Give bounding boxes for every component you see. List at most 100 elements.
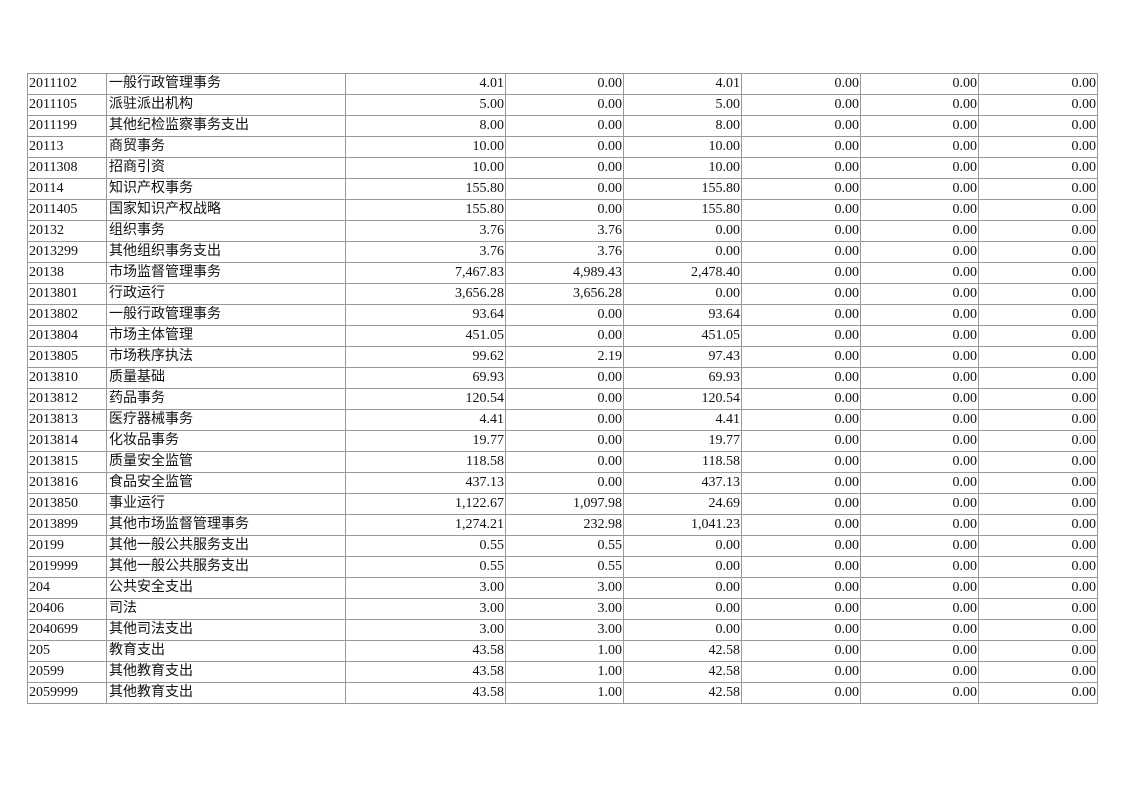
basic-cell: 0.00 [505, 325, 624, 347]
basic-cell: 1.00 [505, 661, 624, 683]
col8-cell: 0.00 [978, 577, 1098, 599]
code-cell: 2011308 [27, 157, 107, 179]
name-cell: 药品事务 [106, 388, 346, 410]
col7-cell: 0.00 [860, 220, 979, 242]
col8-cell: 0.00 [978, 346, 1098, 368]
col6-cell: 0.00 [741, 619, 861, 641]
table-row: 2013812 药品事务 120.54 0.00 120.54 0.00 0.00 0.00 [27, 388, 1098, 410]
col8-cell: 0.00 [978, 367, 1098, 389]
name-cell: 其他教育支出 [106, 682, 346, 704]
col8-cell: 0.00 [978, 472, 1098, 494]
total-cell: 0.55 [345, 535, 506, 557]
total-cell: 43.58 [345, 640, 506, 662]
col8-cell: 0.00 [978, 262, 1098, 284]
table-row: 2013801 行政运行 3,656.28 3,656.28 0.00 0.00 0.00 0… [27, 283, 1098, 305]
col7-cell: 0.00 [860, 157, 979, 179]
project-cell: 120.54 [623, 388, 742, 410]
total-cell: 4.01 [345, 73, 506, 95]
col8-cell: 0.00 [978, 199, 1098, 221]
project-cell: 0.00 [623, 535, 742, 557]
basic-cell: 3.00 [505, 619, 624, 641]
table-row: 2059999 其他教育支出 43.58 1.00 42.58 0.00 0.00 0.00 [27, 682, 1098, 704]
name-cell: 国家知识产权战略 [106, 199, 346, 221]
basic-cell: 0.00 [505, 430, 624, 452]
col6-cell: 0.00 [741, 556, 861, 578]
table-row: 2013813 医疗器械事务 4.41 0.00 4.41 0.00 0.00 0.00 [27, 409, 1098, 431]
col6-cell: 0.00 [741, 451, 861, 473]
project-cell: 437.13 [623, 472, 742, 494]
total-cell: 451.05 [345, 325, 506, 347]
total-cell: 3.00 [345, 619, 506, 641]
project-cell: 0.00 [623, 220, 742, 242]
col7-cell: 0.00 [860, 367, 979, 389]
basic-cell: 0.00 [505, 73, 624, 95]
name-cell: 事业运行 [106, 493, 346, 515]
col8-cell: 0.00 [978, 220, 1098, 242]
total-cell: 3.00 [345, 577, 506, 599]
name-cell: 行政运行 [106, 283, 346, 305]
project-cell: 155.80 [623, 178, 742, 200]
total-cell: 118.58 [345, 451, 506, 473]
col8-cell: 0.00 [978, 661, 1098, 683]
basic-cell: 0.00 [505, 451, 624, 473]
basic-cell: 3,656.28 [505, 283, 624, 305]
project-cell: 0.00 [623, 241, 742, 263]
name-cell: 食品安全监管 [106, 472, 346, 494]
col8-cell: 0.00 [978, 325, 1098, 347]
project-cell: 97.43 [623, 346, 742, 368]
basic-cell: 0.00 [505, 199, 624, 221]
col6-cell: 0.00 [741, 346, 861, 368]
table-row: 20406 司法 3.00 3.00 0.00 0.00 0.00 0.00 [27, 598, 1098, 620]
col6-cell: 0.00 [741, 220, 861, 242]
col6-cell: 0.00 [741, 598, 861, 620]
name-cell: 其他一般公共服务支出 [106, 535, 346, 557]
col6-cell: 0.00 [741, 577, 861, 599]
project-cell: 451.05 [623, 325, 742, 347]
project-cell: 0.00 [623, 283, 742, 305]
col7-cell: 0.00 [860, 325, 979, 347]
total-cell: 10.00 [345, 136, 506, 158]
code-cell: 2013816 [27, 472, 107, 494]
basic-cell: 0.00 [505, 136, 624, 158]
code-cell: 2059999 [27, 682, 107, 704]
name-cell: 其他纪检监察事务支出 [106, 115, 346, 137]
code-cell: 2019999 [27, 556, 107, 578]
table-row: 2013802 一般行政管理事务 93.64 0.00 93.64 0.00 0.00 0.0… [27, 304, 1098, 326]
col8-cell: 0.00 [978, 73, 1098, 95]
total-cell: 7,467.83 [345, 262, 506, 284]
name-cell: 商贸事务 [106, 136, 346, 158]
col6-cell: 0.00 [741, 178, 861, 200]
basic-cell: 0.00 [505, 157, 624, 179]
col7-cell: 0.00 [860, 73, 979, 95]
project-cell: 0.00 [623, 556, 742, 578]
name-cell: 教育支出 [106, 640, 346, 662]
total-cell: 1,122.67 [345, 493, 506, 515]
table-row: 2013815 质量安全监管 118.58 0.00 118.58 0.00 0.00 0.0… [27, 451, 1098, 473]
col7-cell: 0.00 [860, 619, 979, 641]
table-row: 20132 组织事务 3.76 3.76 0.00 0.00 0.00 0.00 [27, 220, 1098, 242]
name-cell: 化妆品事务 [106, 430, 346, 452]
col8-cell: 0.00 [978, 241, 1098, 263]
code-cell: 2013813 [27, 409, 107, 431]
basic-cell: 3.00 [505, 577, 624, 599]
code-cell: 2011405 [27, 199, 107, 221]
project-cell: 4.41 [623, 409, 742, 431]
total-cell: 3,656.28 [345, 283, 506, 305]
total-cell: 99.62 [345, 346, 506, 368]
table-body: 2011102 一般行政管理事务 4.01 0.00 4.01 0.00 0.00 0.00 2… [27, 73, 1098, 704]
basic-cell: 232.98 [505, 514, 624, 536]
total-cell: 43.58 [345, 682, 506, 704]
table-row: 204 公共安全支出 3.00 3.00 0.00 0.00 0.00 0.00 [27, 577, 1098, 599]
col6-cell: 0.00 [741, 514, 861, 536]
code-cell: 20406 [27, 598, 107, 620]
total-cell: 3.00 [345, 598, 506, 620]
col8-cell: 0.00 [978, 535, 1098, 557]
col6-cell: 0.00 [741, 157, 861, 179]
total-cell: 10.00 [345, 157, 506, 179]
code-cell: 2011199 [27, 115, 107, 137]
code-cell: 20138 [27, 262, 107, 284]
project-cell: 10.00 [623, 157, 742, 179]
basic-cell: 0.00 [505, 409, 624, 431]
col6-cell: 0.00 [741, 661, 861, 683]
project-cell: 0.00 [623, 577, 742, 599]
